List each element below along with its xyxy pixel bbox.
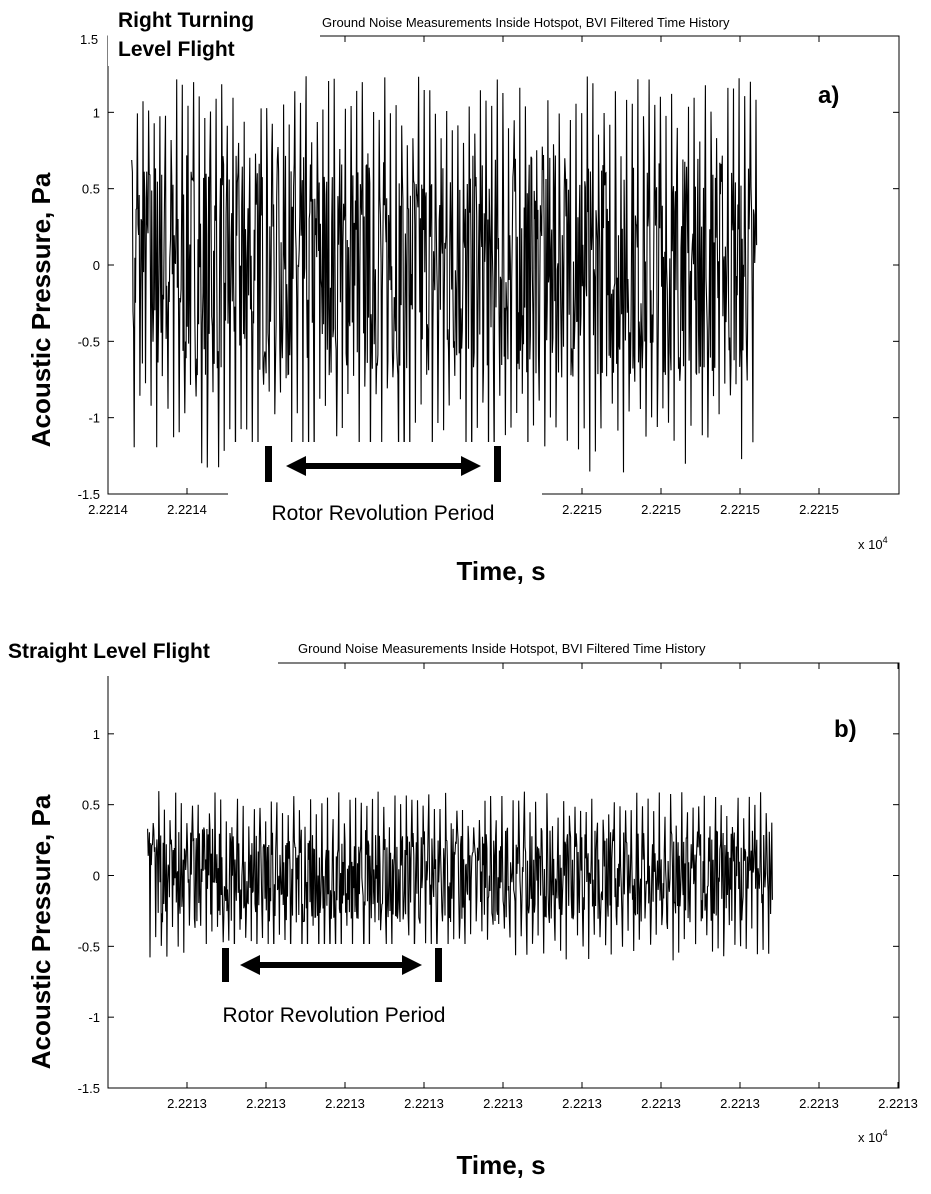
panel-a-y-tick-label-top: 1.5 (80, 32, 98, 47)
panel-a-series-line (131, 76, 758, 476)
panel-b-period-bar-right (435, 948, 442, 982)
x-tick-label: 2.2213 (720, 1096, 760, 1111)
y-tick-label: -1 (88, 1010, 100, 1025)
y-tick-label: -1.5 (78, 487, 100, 502)
x-tick-label: 2.2215 (562, 502, 602, 517)
x-tick-label: 2.2215 (641, 502, 681, 517)
panel-b-period-arrowhead-right (402, 955, 422, 975)
panel-b-x-multiplier: x 104 (858, 1128, 888, 1145)
panel-b-annotation-box (186, 944, 482, 1028)
panel-a-annotation-box (228, 442, 542, 528)
panel-a-condition-box (108, 2, 320, 66)
panel-b-condition: Straight Level Flight (8, 640, 210, 663)
y-tick-label: -1.5 (78, 1081, 100, 1096)
panel-b-id-label: b) (834, 716, 857, 743)
panel-a-id-label: a) (818, 82, 839, 109)
y-tick-label: 0.5 (82, 182, 100, 197)
y-tick-label: 0 (93, 258, 100, 273)
y-tick-label: 0.5 (82, 798, 100, 813)
panel-a-x-axis-label: Time, s (456, 556, 545, 586)
panel-b-series-line (147, 791, 773, 961)
panel-a: -1.5 -1 -0.5 0 0.5 1 2.2214 2.2214 2.2215 2.2215 2… (26, 2, 900, 586)
x-tick-label: 2.2213 (246, 1096, 286, 1111)
panel-a-condition-line2: Level Flight (118, 38, 235, 61)
y-tick-label: -0.5 (78, 334, 100, 349)
panel-b-condition-box (70, 640, 278, 676)
x-tick-label: 2.2213 (878, 1096, 918, 1111)
y-tick-label: 1 (93, 105, 100, 120)
panel-a-x-multiplier: x 104 (858, 535, 888, 552)
panel-a-period-bar-left (265, 446, 272, 482)
panel-a-y-axis-label: Acoustic Pressure, Pa (26, 172, 56, 447)
y-tick-label: 1 (93, 727, 100, 742)
y-tick-label: 0 (93, 869, 100, 884)
x-tick-label: 2.2213 (562, 1096, 602, 1111)
panel-b-period-arrowhead-left (240, 955, 260, 975)
x-tick-label: 2.2215 (799, 502, 839, 517)
x-tick-label: 2.2214 (88, 502, 128, 517)
x-tick-label: 2.2213 (799, 1096, 839, 1111)
y-tick-label: -1 (88, 411, 100, 426)
x-tick-label: 2.2214 (167, 502, 207, 517)
panel-b-period-bar-left (222, 948, 229, 982)
panel-a-annotation: Rotor Revolution Period (272, 502, 495, 525)
x-tick-label: 2.2213 (404, 1096, 444, 1111)
panel-b-y-axis-label: Acoustic Pressure, Pa (26, 794, 56, 1069)
x-tick-label: 2.2213 (167, 1096, 207, 1111)
panel-a-period-arrowhead-right (461, 456, 481, 476)
panel-b-x-axis-label: Time, s (456, 1150, 545, 1180)
panel-a-plot-title: Ground Noise Measurements Inside Hotspot… (322, 15, 730, 30)
panel-b-annotation: Rotor Revolution Period (223, 1004, 446, 1027)
panel-a-period-bar-right (494, 446, 501, 482)
x-tick-label: 2.2213 (325, 1096, 365, 1111)
panel-b-plot-title: Ground Noise Measurements Inside Hotspot… (298, 641, 706, 656)
panel-a-period-arrowhead-left (286, 456, 306, 476)
panel-b: -1.5 -1 -0.5 0 0.5 1 2.2213 2.2213 2.2213 2.2213 2… (8, 640, 918, 1180)
panel-a-condition-line1: Right Turning (118, 9, 254, 32)
y-tick-label: -0.5 (78, 939, 100, 954)
x-tick-label: 2.2213 (483, 1096, 523, 1111)
x-tick-label: 2.2213 (641, 1096, 681, 1111)
x-tick-label: 2.2215 (720, 502, 760, 517)
